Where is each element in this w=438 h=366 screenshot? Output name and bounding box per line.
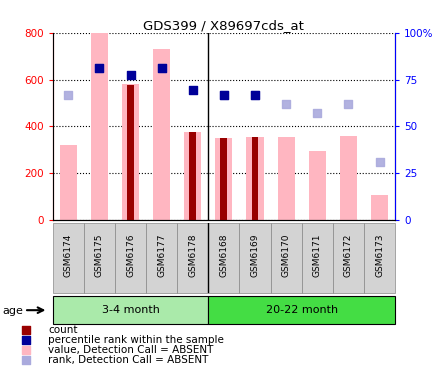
Text: 20-22 month: 20-22 month [265, 305, 337, 315]
Bar [189, 132, 196, 220]
Bar [91, 33, 108, 220]
Bar [277, 137, 294, 220]
Bar [220, 138, 227, 220]
Text: GSM6176: GSM6176 [126, 234, 135, 277]
Bar [84, 223, 115, 293]
Bar [122, 84, 139, 220]
Point [95, 65, 102, 71]
Text: GSM6168: GSM6168 [219, 234, 228, 277]
Text: GSM6169: GSM6169 [250, 234, 259, 277]
Bar [339, 136, 356, 220]
Point [282, 101, 289, 107]
Text: 3-4 month: 3-4 month [101, 305, 159, 315]
Bar [246, 137, 263, 220]
Bar [115, 223, 146, 293]
Bar [177, 223, 208, 293]
Point [158, 65, 165, 71]
Bar [251, 138, 258, 220]
Bar [370, 195, 387, 220]
Bar [215, 138, 232, 220]
Text: rank, Detection Call = ABSENT: rank, Detection Call = ABSENT [48, 355, 208, 365]
Text: GSM6173: GSM6173 [374, 234, 383, 277]
Text: value, Detection Call = ABSENT: value, Detection Call = ABSENT [48, 345, 213, 355]
Bar [208, 223, 239, 293]
Point [251, 92, 258, 98]
Bar [153, 49, 170, 220]
Bar [60, 145, 77, 220]
Bar [308, 151, 325, 220]
Text: percentile rank within the sample: percentile rank within the sample [48, 335, 224, 345]
Bar [208, 296, 394, 324]
Point [95, 65, 102, 71]
Bar [270, 223, 301, 293]
Point [313, 111, 320, 116]
Point [127, 72, 134, 78]
Bar [127, 85, 134, 220]
Text: count: count [48, 325, 78, 335]
Text: GSM6178: GSM6178 [188, 234, 197, 277]
Bar [53, 296, 208, 324]
Text: age: age [2, 306, 23, 316]
Bar [239, 223, 270, 293]
Title: GDS399 / X89697cds_at: GDS399 / X89697cds_at [143, 19, 304, 32]
Text: GSM6174: GSM6174 [64, 234, 73, 277]
Point [189, 87, 196, 93]
Point [220, 92, 227, 98]
Point [158, 65, 165, 71]
Point [251, 92, 258, 98]
Point [375, 160, 382, 165]
Point [64, 92, 71, 98]
Text: GSM6172: GSM6172 [343, 234, 352, 277]
Text: GSM6175: GSM6175 [95, 234, 104, 277]
Point [220, 92, 227, 98]
Bar [146, 223, 177, 293]
Bar [363, 223, 394, 293]
Bar [332, 223, 363, 293]
Text: GSM6171: GSM6171 [312, 234, 321, 277]
Text: GSM6177: GSM6177 [157, 234, 166, 277]
Point [344, 101, 351, 107]
Bar [301, 223, 332, 293]
Text: GSM6170: GSM6170 [281, 234, 290, 277]
Bar [184, 132, 201, 220]
Bar [53, 223, 84, 293]
